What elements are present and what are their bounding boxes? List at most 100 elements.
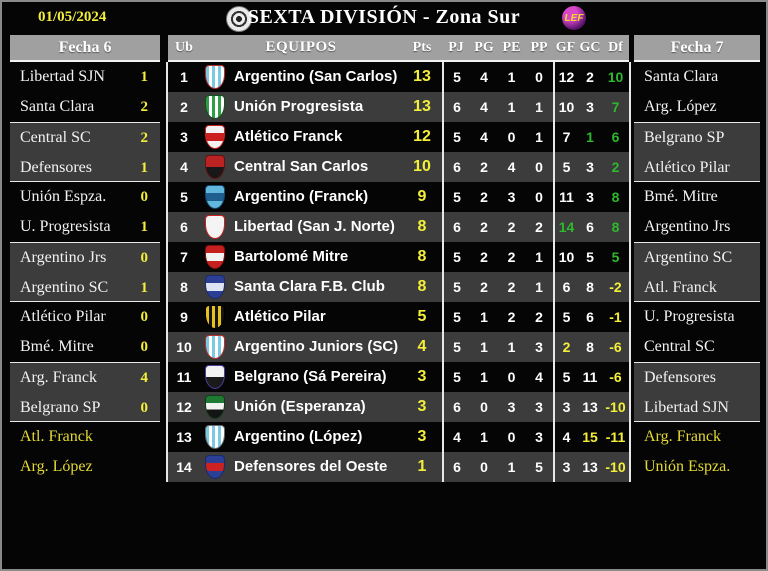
match-home-row: Central SC 2 xyxy=(10,123,160,153)
match-pair: Argentino SC Atl. Franck xyxy=(634,242,760,302)
won-value: 1 xyxy=(480,309,488,325)
position-number: 9 xyxy=(180,309,188,325)
won-value: 0 xyxy=(480,399,488,415)
match-pair: U. Progresista Central SC xyxy=(634,302,760,362)
played-value: 5 xyxy=(442,362,470,392)
away-team-name: Belgrano SP xyxy=(20,399,101,416)
team-crest-icon xyxy=(200,302,230,332)
top-header: 01/05/2024 SEXTA DIVISIÓN - Zona Sur LEF xyxy=(2,2,766,35)
club-crest-icon xyxy=(226,6,252,32)
away-team-score: 1 xyxy=(140,159,149,176)
position-number: 11 xyxy=(176,369,192,385)
won-value: 2 xyxy=(480,219,488,235)
position-number: 3 xyxy=(180,129,188,145)
lost-value: 5 xyxy=(535,459,543,475)
won-value: 2 xyxy=(480,159,488,175)
standings-header-row: Ub EQUIPOS Pts PJ PG PE PP GF GC Df xyxy=(168,35,629,62)
points-value: 12 xyxy=(413,128,431,145)
drawn-value: 1 xyxy=(507,99,516,115)
home-team-name: Arg. Franck xyxy=(644,428,722,445)
home-team-name: Atlético Pilar xyxy=(20,308,106,325)
table-row: 8 Santa Clara F.B. Club 8 5 2 2 1 6 8 -2 xyxy=(168,272,629,302)
team-name: Atlético Pilar xyxy=(234,308,326,325)
home-team-name: Argentino SC xyxy=(644,249,733,266)
table-row: 11 Belgrano (Sá Pereira) 3 5 1 0 4 5 11 … xyxy=(168,362,629,392)
drawn-value: 3 xyxy=(507,189,516,205)
played-value: 6 xyxy=(442,392,470,422)
col-equipos: EQUIPOS xyxy=(265,39,337,55)
match-away-row: Santa Clara 2 xyxy=(10,92,160,122)
points-value: 9 xyxy=(417,188,427,205)
col-gc: GC xyxy=(579,39,601,55)
match-pair: Bmé. Mitre Argentino Jrs xyxy=(634,182,760,242)
col-pg: PG xyxy=(474,39,494,55)
position-number: 12 xyxy=(176,399,192,415)
lost-value: 1 xyxy=(535,249,543,265)
match-pair: Atlético Pilar 0 Bmé. Mitre 0 xyxy=(10,302,160,362)
goals-against-value: 3 xyxy=(586,99,594,115)
points-value: 10 xyxy=(413,158,431,175)
match-home-row: Defensores xyxy=(634,363,760,393)
match-away-row: Argentino SC 1 xyxy=(10,273,160,303)
lost-value: 2 xyxy=(535,309,543,325)
col-df: Df xyxy=(608,39,623,55)
points-value: 5 xyxy=(417,308,427,325)
away-team-name: Unión Espza. xyxy=(644,458,731,475)
league-logo-icon: LEF xyxy=(562,6,586,30)
team-name: Defensores del Oeste xyxy=(234,458,388,475)
fecha7-match-list: Santa Clara Arg. López Belgrano SP Atlét… xyxy=(634,62,760,482)
standings-table: Ub EQUIPOS Pts PJ PG PE PP GF GC Df 1 Ar… xyxy=(166,35,631,482)
goal-diff-value: 7 xyxy=(611,99,620,115)
away-team-name: U. Progresista xyxy=(20,218,111,235)
goals-for-value: 2 xyxy=(553,332,578,362)
away-team-score: 1 xyxy=(140,279,149,296)
goals-for-value: 5 xyxy=(553,362,578,392)
points-value: 4 xyxy=(417,338,427,355)
position-number: 6 xyxy=(180,219,188,235)
team-crest-icon xyxy=(200,272,230,302)
won-value: 4 xyxy=(480,69,488,85)
lost-value: 0 xyxy=(535,189,543,205)
position-number: 1 xyxy=(180,69,188,85)
goals-for-value: 14 xyxy=(553,212,578,242)
match-home-row: Argentino Jrs 0 xyxy=(10,243,160,273)
team-crest-icon xyxy=(200,422,230,452)
match-pair: Defensores Libertad SJN xyxy=(634,362,760,422)
away-team-score: 1 xyxy=(140,218,149,235)
goals-for-value: 4 xyxy=(553,422,578,452)
fecha6-header: Fecha 6 xyxy=(10,35,160,62)
goals-against-value: 8 xyxy=(586,339,594,355)
home-team-name: Libertad SJN xyxy=(20,68,105,85)
drawn-value: 2 xyxy=(507,219,516,235)
match-away-row: Atl. Franck xyxy=(634,273,760,303)
match-pair: Arg. Franck 4 Belgrano SP 0 xyxy=(10,362,160,422)
table-row: 10 Argentino Juniors (SC) 4 5 1 1 3 2 8 … xyxy=(168,332,629,362)
points-value: 3 xyxy=(417,398,427,415)
position-number: 4 xyxy=(180,159,188,175)
goal-diff-value: -10 xyxy=(605,399,626,415)
goals-against-value: 8 xyxy=(586,279,594,295)
lost-value: 4 xyxy=(535,369,543,385)
match-pair: Santa Clara Arg. López xyxy=(634,62,760,122)
team-name: Libertad (San J. Norte) xyxy=(234,218,395,235)
drawn-value: 1 xyxy=(507,339,516,355)
date-label: 01/05/2024 xyxy=(38,9,107,25)
away-team-name: Libertad SJN xyxy=(644,399,729,416)
match-pair: Atl. Franck Arg. López xyxy=(10,422,160,482)
match-home-row: Libertad SJN 1 xyxy=(10,62,160,92)
match-home-row: Belgrano SP xyxy=(634,123,760,153)
lost-value: 1 xyxy=(535,129,543,145)
goal-diff-value: -10 xyxy=(605,459,626,475)
goals-for-value: 3 xyxy=(553,392,578,422)
home-team-score: 2 xyxy=(140,129,149,146)
home-team-score: 0 xyxy=(140,249,149,266)
home-team-score: 0 xyxy=(140,188,149,205)
goals-against-value: 15 xyxy=(582,429,598,445)
won-value: 2 xyxy=(480,279,488,295)
table-row: 13 Argentino (López) 3 4 1 0 3 4 15 -11 xyxy=(168,422,629,452)
table-row: 12 Unión (Esperanza) 3 6 0 3 3 3 13 -10 xyxy=(168,392,629,422)
away-team-name: Defensores xyxy=(20,159,92,176)
match-away-row: Belgrano SP 0 xyxy=(10,393,160,423)
match-home-row: Unión Espza. 0 xyxy=(10,182,160,212)
points-value: 8 xyxy=(417,248,427,265)
